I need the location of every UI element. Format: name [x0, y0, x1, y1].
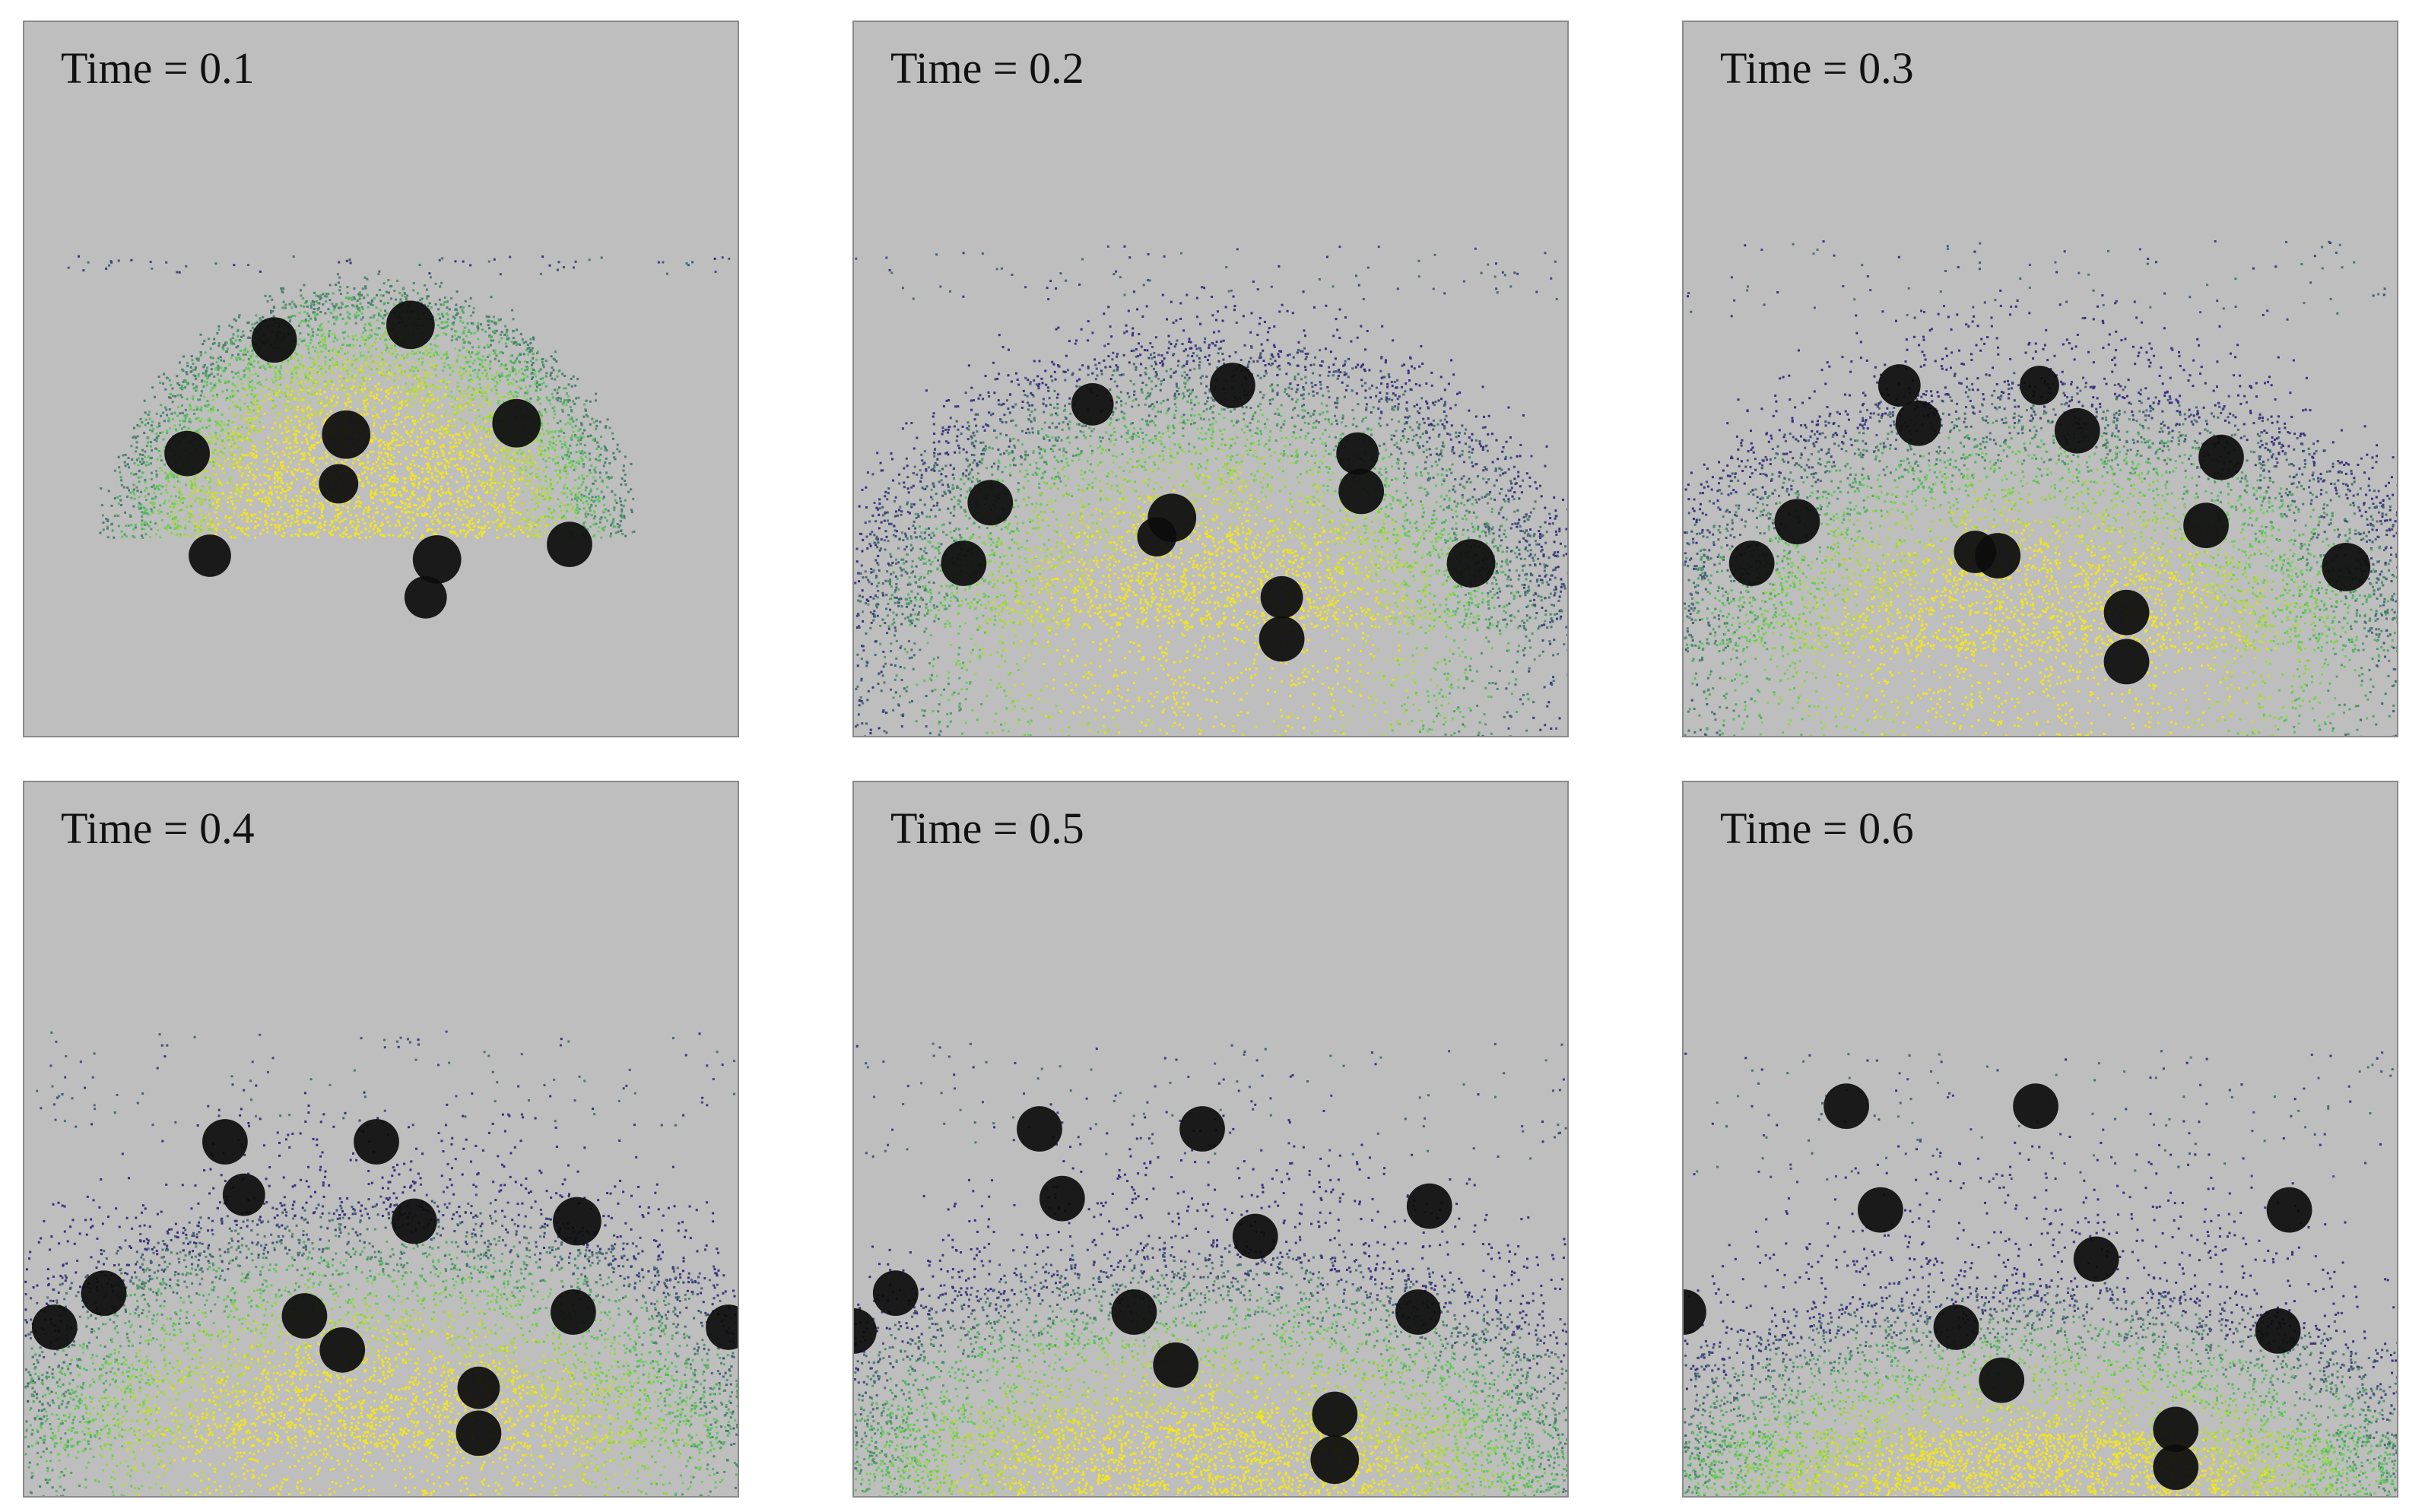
sphere	[2054, 407, 2100, 454]
sphere	[189, 534, 231, 577]
sphere	[1877, 364, 1921, 407]
sphere	[391, 1198, 437, 1244]
sphere	[553, 1197, 601, 1246]
sphere	[854, 1308, 877, 1354]
sphere	[1774, 499, 1820, 545]
panel-label: Time = 0.6	[1720, 797, 1914, 859]
panel-time-0-1: Time = 0.1	[23, 21, 739, 737]
sphere	[1312, 1391, 1358, 1438]
sphere	[2103, 639, 2150, 685]
panel-time-0-3: Time = 0.3	[1682, 21, 2398, 737]
sphere	[386, 300, 435, 350]
sphere	[412, 535, 462, 584]
particle-scatter	[67, 255, 731, 619]
sphere	[1446, 539, 1496, 588]
sphere	[492, 398, 541, 448]
sphere	[281, 1293, 328, 1339]
sphere	[1210, 363, 1255, 408]
sphere	[706, 1304, 738, 1350]
sphere	[1017, 1106, 1062, 1152]
panel-time-0-2: Time = 0.2	[852, 21, 1569, 737]
sphere	[551, 1289, 596, 1335]
sphere	[1137, 517, 1177, 557]
panel-time-0-6: Time = 0.6	[1682, 781, 2398, 1498]
sphere	[457, 1366, 500, 1409]
sphere	[455, 1410, 502, 1457]
sphere	[1406, 1183, 1452, 1229]
panel-label: Time = 0.3	[1720, 37, 1914, 99]
sphere	[2153, 1406, 2199, 1453]
sphere	[1153, 1342, 1199, 1388]
sphere	[1179, 1106, 1225, 1152]
sphere	[2020, 366, 2059, 405]
sphere	[1310, 1435, 1360, 1485]
panel-label: Time = 0.1	[61, 37, 255, 99]
panel-label: Time = 0.5	[890, 797, 1084, 859]
sphere	[81, 1270, 127, 1317]
sphere	[1979, 1357, 2025, 1403]
sphere	[1260, 575, 1303, 619]
sphere	[202, 1119, 248, 1165]
sphere	[1071, 382, 1114, 426]
sphere	[941, 540, 987, 586]
sphere	[1111, 1289, 1157, 1335]
sphere	[2198, 434, 2244, 480]
sphere	[2183, 502, 2229, 549]
sphere	[1232, 1213, 1278, 1260]
panel-label: Time = 0.2	[890, 37, 1084, 99]
sphere	[322, 410, 371, 459]
sphere	[31, 1304, 78, 1350]
particle-scatter	[854, 1042, 1567, 1496]
sphere	[354, 1119, 399, 1165]
sphere	[222, 1173, 265, 1216]
sphere	[1039, 1175, 1085, 1222]
particle-scatter	[1684, 239, 2397, 736]
panel-time-0-5: Time = 0.5	[852, 781, 1569, 1498]
particle-scatter	[854, 245, 1567, 736]
sphere	[1975, 533, 2021, 578]
sphere	[1858, 1187, 1903, 1233]
sphere	[2322, 543, 2371, 591]
particle-scatter	[1684, 1050, 2397, 1496]
sphere	[1895, 400, 1941, 446]
sphere	[1395, 1289, 1441, 1335]
particle-scatter	[24, 1030, 738, 1496]
sphere	[1933, 1304, 1979, 1350]
sphere	[967, 480, 1014, 526]
sphere	[404, 575, 447, 619]
sphere	[1259, 616, 1305, 662]
sphere	[319, 1327, 366, 1373]
sphere	[164, 430, 210, 477]
sphere	[251, 317, 297, 363]
sphere	[2255, 1308, 2301, 1354]
sphere	[1338, 468, 1385, 515]
panel-label: Time = 0.4	[61, 797, 255, 859]
sphere	[547, 521, 592, 567]
sphere	[319, 464, 359, 504]
sphere	[2266, 1187, 2312, 1233]
panel-time-0-4: Time = 0.4	[23, 781, 739, 1498]
sphere	[2073, 1236, 2119, 1282]
sphere	[1336, 432, 1379, 475]
sphere	[1824, 1083, 1869, 1130]
sphere	[2013, 1083, 2058, 1130]
sphere	[1684, 1289, 1706, 1335]
sphere	[872, 1270, 919, 1317]
sphere	[2103, 589, 2150, 636]
sphere	[1728, 540, 1775, 586]
sphere	[2153, 1444, 2199, 1491]
